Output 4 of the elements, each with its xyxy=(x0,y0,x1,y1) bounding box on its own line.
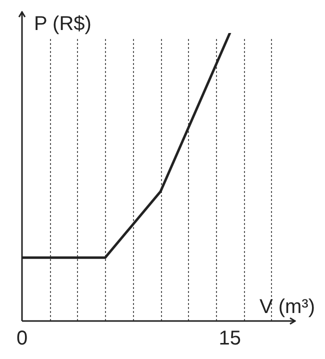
x-tick-label: 15 xyxy=(218,328,241,350)
y-axis-title: P (R$) xyxy=(34,13,92,35)
x-tick-label: 0 xyxy=(16,328,28,350)
x-axis-title: V (m³) xyxy=(259,296,315,318)
